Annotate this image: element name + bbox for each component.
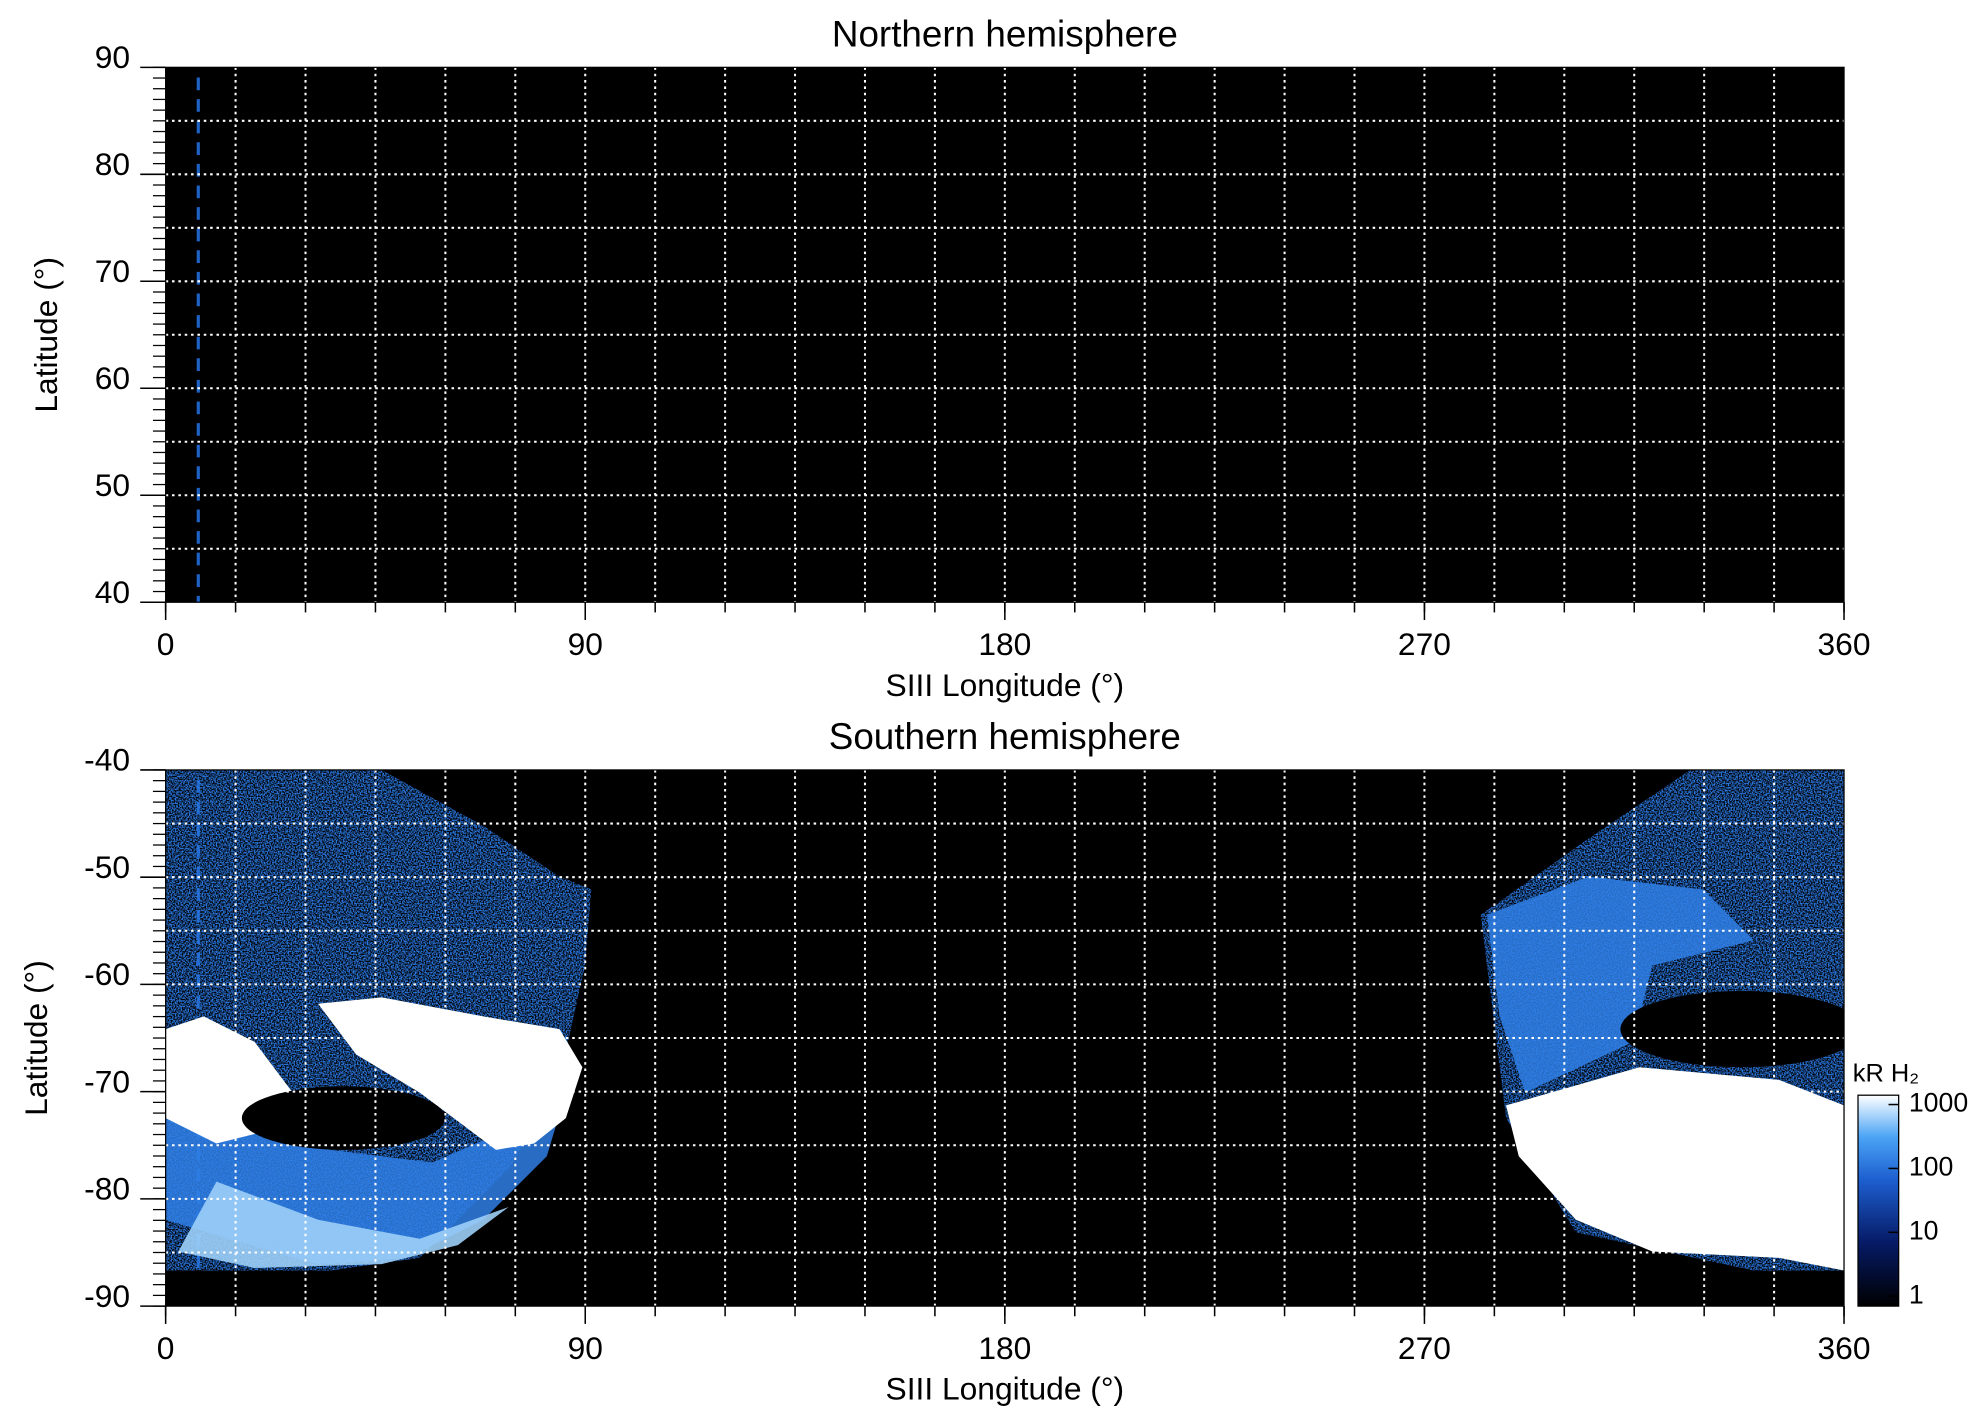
x-tick-label: 90 <box>568 1330 603 1366</box>
colorbar-label: kR H₂ <box>1853 1060 1919 1088</box>
y-tick-label: 80 <box>95 146 130 182</box>
emission-gap <box>241 1086 446 1150</box>
y-tick-label: -50 <box>84 849 130 885</box>
emission-light <box>178 1181 509 1268</box>
y-tick-label: -40 <box>84 742 130 778</box>
y-axis-label: Latitude (°) <box>28 257 64 413</box>
x-tick-label: 180 <box>978 626 1031 662</box>
y-tick-label: -70 <box>84 1063 130 1099</box>
x-axis-label: SIII Longitude (°) <box>886 667 1125 703</box>
emission-bright <box>1506 1067 1845 1271</box>
colorbar-tick-label: 1 <box>1909 1279 1924 1309</box>
emission-map <box>165 769 1845 1307</box>
emission-gap <box>1620 991 1845 1068</box>
x-axis-label: SIII Longitude (°) <box>886 1371 1125 1407</box>
y-tick-label: 50 <box>95 467 130 503</box>
chart-title: Southern hemisphere <box>829 716 1181 757</box>
x-tick-label: 0 <box>157 1330 175 1366</box>
y-axis-label: Latitude (°) <box>18 960 54 1116</box>
y-tick-label: 90 <box>95 39 130 75</box>
x-tick-label: 270 <box>1398 626 1451 662</box>
chart-title: Northern hemisphere <box>832 14 1178 55</box>
y-tick-label: 70 <box>95 253 130 289</box>
x-tick-label: 180 <box>978 1330 1031 1366</box>
x-tick-label: 0 <box>157 626 175 662</box>
y-tick-label: -60 <box>84 956 130 992</box>
emission-gap <box>165 1270 1845 1307</box>
x-tick-label: 90 <box>568 626 603 662</box>
colorbar-tick-label: 100 <box>1909 1151 1954 1181</box>
colorbar-tick-label: 1000 <box>1909 1088 1968 1118</box>
x-tick-label: 270 <box>1398 1330 1451 1366</box>
y-tick-label: -80 <box>84 1171 130 1207</box>
y-tick-label: 40 <box>95 574 130 610</box>
y-tick-label: 60 <box>95 360 130 396</box>
x-tick-label: 360 <box>1818 626 1871 662</box>
colorbar <box>1857 1094 1900 1307</box>
colorbar-tick-label: 10 <box>1909 1215 1939 1245</box>
emission-bright <box>318 997 583 1150</box>
y-tick-label: -90 <box>84 1278 130 1314</box>
x-tick-label: 360 <box>1818 1330 1871 1366</box>
axes-layer: 0 90 180 270 360 40 50 60 70 80 90 Northern hemisph… <box>18 14 1968 1407</box>
